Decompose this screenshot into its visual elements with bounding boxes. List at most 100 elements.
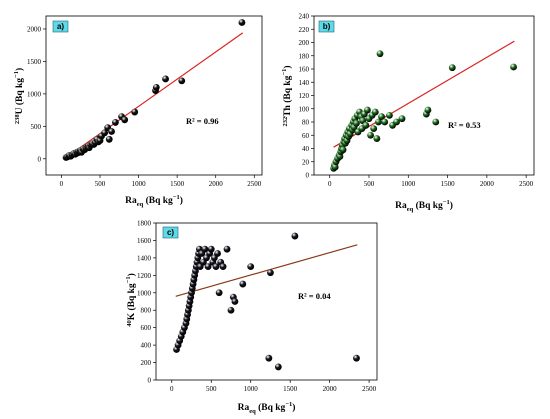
data-point <box>212 263 220 271</box>
data-point <box>376 50 384 58</box>
data-point <box>238 19 246 26</box>
x-tick-label: 500 <box>206 385 217 393</box>
data-point <box>239 280 247 288</box>
y-tick-label: 1800 <box>137 220 152 228</box>
x-tick-label: 1500 <box>283 385 298 393</box>
data-point <box>353 354 360 362</box>
panel-label-box <box>52 20 69 33</box>
x-tick-label: 2500 <box>519 180 534 188</box>
data-point <box>152 83 160 91</box>
x-tick-label: 500 <box>95 180 106 188</box>
data-point <box>247 263 255 271</box>
data-point <box>432 118 440 126</box>
data-point <box>201 245 209 253</box>
y-tick-label: 1000 <box>27 90 42 98</box>
x-tick-label: 1000 <box>132 180 147 188</box>
x-tick-label: 2500 <box>247 180 262 188</box>
fit-line <box>175 244 358 297</box>
panel-label-box <box>162 226 179 239</box>
data-point <box>162 75 169 83</box>
data-point <box>214 250 221 257</box>
data-point <box>510 63 517 71</box>
r-squared-annotation: R² = 0.04 <box>298 291 331 301</box>
data-point <box>207 245 215 253</box>
y-tick-label: 600 <box>141 324 152 332</box>
y-tick-label: 200 <box>141 359 152 367</box>
data-point <box>223 245 231 253</box>
y-tick-label: 2000 <box>27 25 42 33</box>
y-tick-label: 0 <box>306 172 310 180</box>
data-point <box>274 363 282 371</box>
panel-c: 0 500 1000 1500 2000 2500 0 200 400 600 800 1000 120… <box>125 220 378 415</box>
data-point <box>105 135 113 143</box>
data-point <box>204 263 212 271</box>
x-tick-label: 2000 <box>323 385 338 393</box>
data-point <box>367 131 374 139</box>
y-tick-label: 40 <box>302 145 310 153</box>
data-point <box>381 118 389 126</box>
x-tick-label: 0 <box>170 385 174 393</box>
panel-label: c) <box>167 228 174 237</box>
x-tick-label: 2000 <box>480 180 495 188</box>
plot-frame <box>313 15 535 176</box>
data-point <box>448 64 456 72</box>
data-point <box>265 354 273 362</box>
data-point <box>398 115 406 123</box>
x-tick-label: 1500 <box>170 180 185 188</box>
data-point <box>373 135 381 142</box>
r-squared-annotation: R² = 0.53 <box>448 120 481 130</box>
data-point <box>178 77 186 85</box>
y-tick-label: 140 <box>299 79 310 87</box>
data-point <box>378 113 385 121</box>
data-point <box>375 118 382 126</box>
y-tick-label: 80 <box>302 119 310 127</box>
data-point <box>364 106 371 114</box>
y-tick-label: 1500 <box>27 58 42 66</box>
panel-b: 0 500 1000 1500 2000 2500 0 20 40 60 80 100 120 140 16… <box>281 13 535 213</box>
y-tick-label: 200 <box>299 39 310 47</box>
data-point <box>393 118 400 126</box>
x-axis-label: Raeq (Bq kg−1) <box>125 194 183 208</box>
x-tick-label: 1500 <box>441 180 456 188</box>
x-axis-label: Raeq (Bq kg−1) <box>238 401 296 415</box>
data-point <box>121 116 129 124</box>
data-point <box>101 129 109 137</box>
x-tick-label: 0 <box>328 180 332 188</box>
data-point <box>231 298 239 305</box>
data-point <box>215 289 223 297</box>
panel-label: b) <box>323 22 331 31</box>
r-squared-annotation: R² = 0.96 <box>186 116 219 126</box>
y-tick-label: 0 <box>148 377 152 385</box>
y-tick-label: 0 <box>38 155 42 163</box>
x-tick-label: 2500 <box>362 385 377 393</box>
data-point <box>362 121 370 129</box>
y-tick-label: 220 <box>299 26 310 34</box>
data-point <box>131 108 139 116</box>
y-tick-label: 60 <box>302 132 310 140</box>
panel-a: 0 500 1000 1500 2000 2500 0 500 1000 1500 2000 a) R²… <box>13 15 263 208</box>
x-tick-label: 2000 <box>209 180 224 188</box>
data-point <box>291 232 299 240</box>
y-tick-label: 20 <box>302 158 310 166</box>
y-tick-label: 120 <box>299 92 310 100</box>
y-tick-label: 1200 <box>137 272 152 280</box>
y-tick-label: 800 <box>141 307 152 315</box>
y-axis-label: 238U (Bq kg−1) <box>13 68 25 124</box>
y-tick-label: 500 <box>31 123 42 131</box>
data-point <box>386 111 393 119</box>
x-axis-label: Raeq (Bq kg−1) <box>395 199 453 213</box>
x-tick-label: 500 <box>364 180 375 188</box>
plot-frame <box>45 15 263 176</box>
data-point <box>370 125 378 133</box>
data-point <box>219 263 227 271</box>
data-point <box>267 269 274 277</box>
data-point <box>353 119 360 127</box>
x-tick-label: 1000 <box>401 180 416 188</box>
y-tick-label: 1600 <box>137 237 152 245</box>
y-tick-label: 160 <box>299 66 310 74</box>
x-tick-label: 1000 <box>244 385 259 393</box>
x-tick-label: 0 <box>60 180 64 188</box>
data-point <box>371 108 379 116</box>
data-point <box>112 119 119 126</box>
